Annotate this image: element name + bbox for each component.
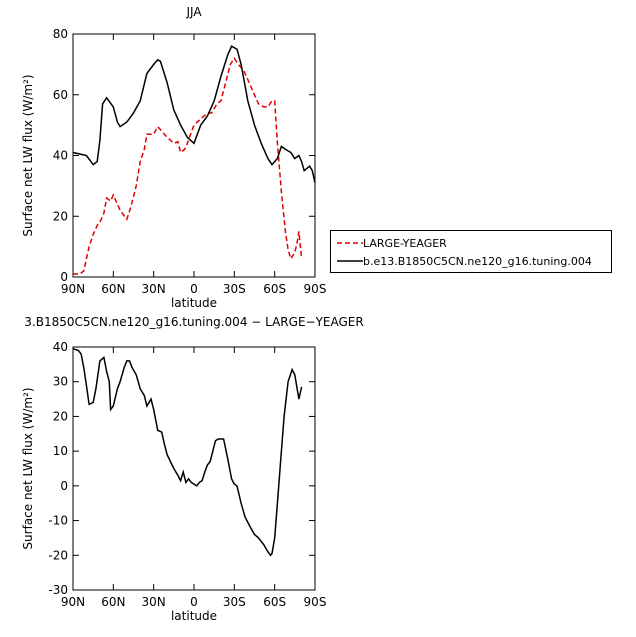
- x-tick-label: 60S: [263, 595, 286, 609]
- x-tick-label: 0: [190, 282, 198, 296]
- legend-swatch: [337, 242, 363, 244]
- x-axis-label: latitude: [171, 609, 217, 623]
- y-tick-label: 30: [53, 375, 68, 389]
- y-tick-label: 0: [60, 479, 68, 493]
- y-tick-label: 10: [53, 444, 68, 458]
- y-tick-label: 20: [53, 409, 68, 423]
- x-tick-label: 90S: [304, 282, 327, 296]
- x-tick-label: 60S: [263, 282, 286, 296]
- legend-label: b.e13.B1850C5CN.ne120_g16.tuning.004: [363, 254, 592, 268]
- y-tick-label: 60: [53, 88, 68, 102]
- y-axis-label: Surface net LW flux (W/m²): [21, 387, 35, 549]
- data-line: [72, 45, 316, 183]
- legend-swatch: [337, 260, 363, 262]
- data-line: [73, 56, 303, 275]
- chart-title: 3.B1850C5CN.ne120_g16.tuning.004 − LARGE…: [24, 315, 363, 329]
- x-tick-label: 30N: [142, 595, 166, 609]
- data-line: [72, 347, 303, 557]
- y-tick-label: 40: [53, 340, 68, 354]
- y-tick-label: -10: [48, 514, 68, 528]
- x-tick-label: 90N: [61, 595, 85, 609]
- x-tick-label: 30S: [223, 595, 246, 609]
- x-tick-label: 30S: [223, 282, 246, 296]
- y-tick-label: 40: [53, 149, 68, 163]
- y-tick-label: 20: [53, 209, 68, 223]
- y-tick-label: -20: [48, 548, 68, 562]
- x-tick-label: 90N: [61, 282, 85, 296]
- legend: LARGE-YEAGER b.e13.B1850C5CN.ne120_g16.tu…: [330, 230, 612, 273]
- x-tick-label: 90S: [304, 595, 327, 609]
- y-tick-label: 80: [53, 27, 68, 41]
- y-tick-label: 0: [60, 270, 68, 284]
- legend-entry: b.e13.B1850C5CN.ne120_g16.tuning.004: [335, 252, 607, 270]
- x-tick-label: 60N: [101, 595, 125, 609]
- x-axis-label: latitude: [171, 296, 217, 310]
- legend-entry: LARGE-YEAGER: [335, 234, 607, 252]
- x-tick-label: 60N: [101, 282, 125, 296]
- y-tick-label: -30: [48, 583, 68, 597]
- x-tick-label: 30N: [142, 282, 166, 296]
- chart-title: JJA: [185, 5, 202, 19]
- x-tick-label: 0: [190, 595, 198, 609]
- legend-label: LARGE-YEAGER: [363, 236, 447, 250]
- y-axis-label: Surface net LW flux (W/m²): [21, 74, 35, 236]
